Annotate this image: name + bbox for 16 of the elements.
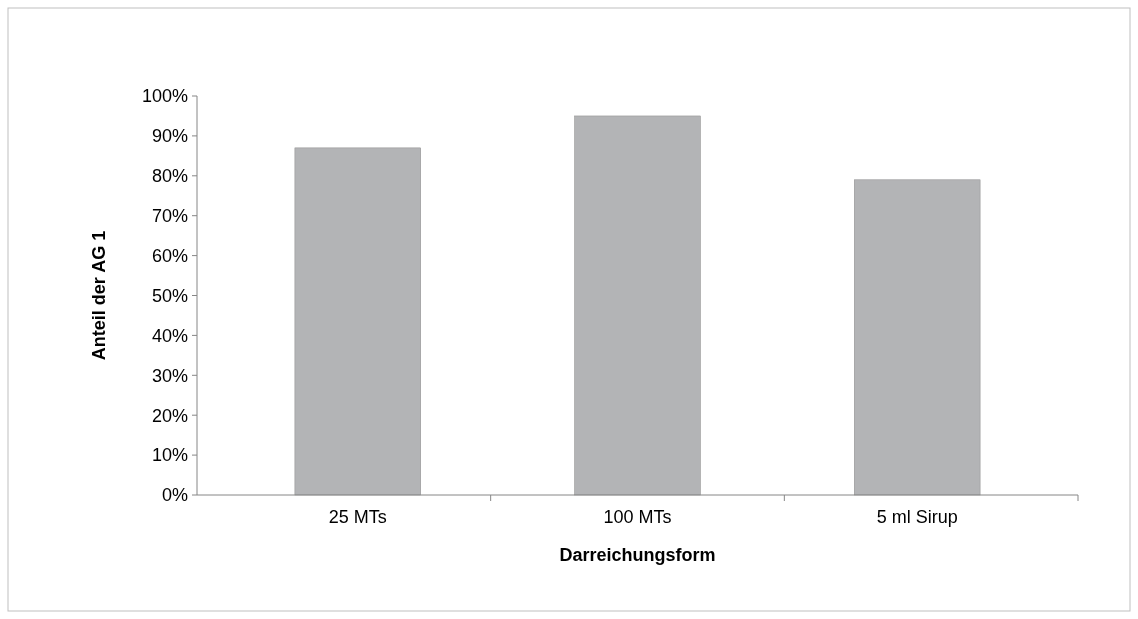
y-tick-label: 40% — [151, 325, 188, 346]
y-tick-label: 70% — [151, 206, 188, 226]
y-axis-title: Anteil der AG 1 — [89, 230, 109, 361]
y-tick-label: 60% — [151, 245, 188, 266]
x-axis-title: Darreichungsform — [559, 545, 716, 565]
y-tick-label: 20% — [151, 405, 188, 426]
y-tick-label: 80% — [151, 166, 188, 187]
y-tick-label: 100% — [141, 86, 188, 107]
y-tick-label: 30% — [151, 365, 188, 386]
y-tick-label: 10% — [151, 445, 188, 466]
y-tick-label: 50% — [151, 285, 188, 306]
y-tick-label: 90% — [151, 126, 188, 147]
y-tick-label: 0% — [161, 485, 188, 506]
x-tick-label: 25 MTs — [328, 507, 387, 527]
x-tick-label: 100 MTs — [603, 507, 672, 527]
x-tick-label: 5 ml Sirup — [876, 507, 958, 527]
